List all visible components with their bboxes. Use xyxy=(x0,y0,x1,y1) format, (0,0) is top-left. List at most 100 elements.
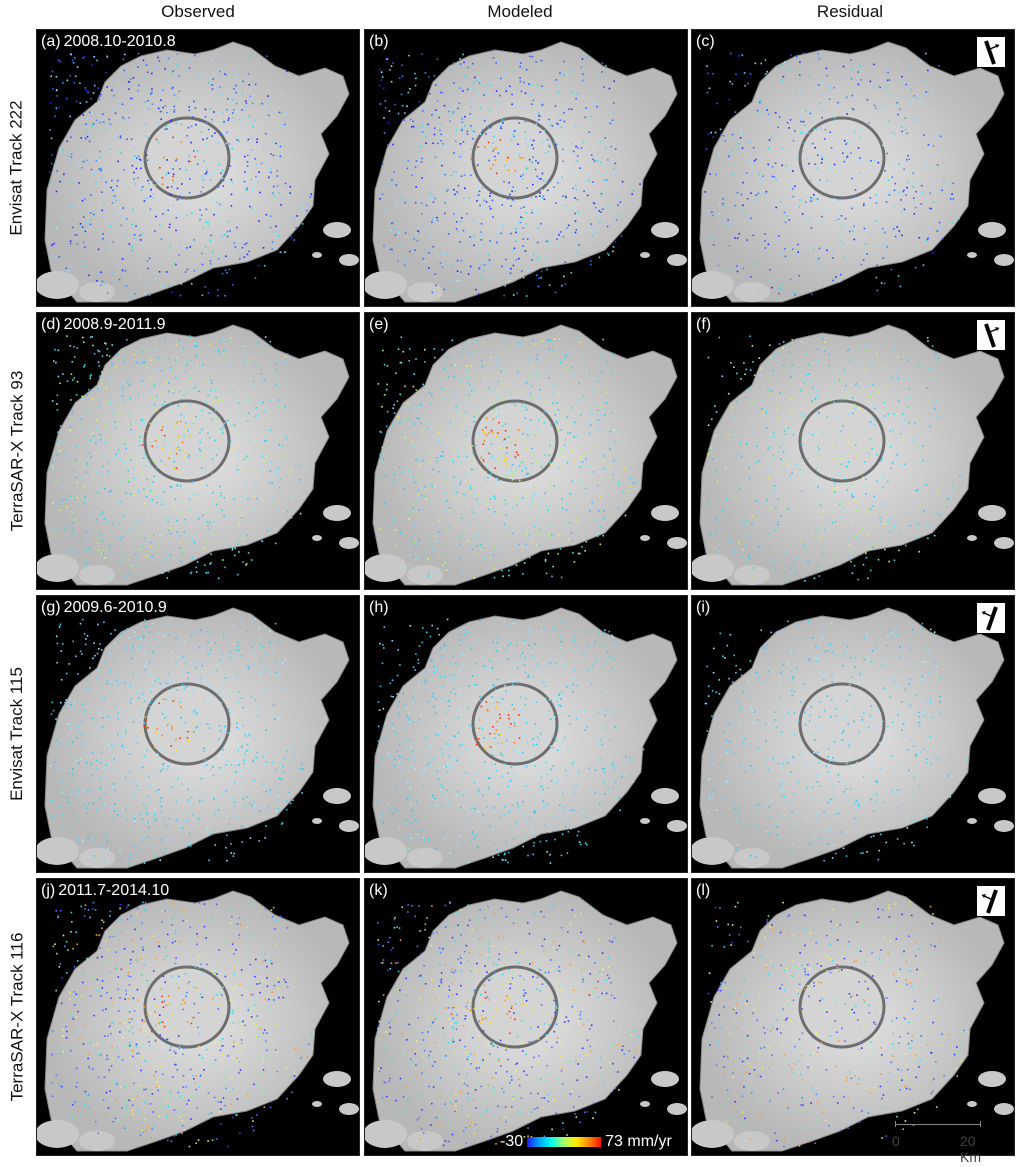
panel-letter: (e) xyxy=(369,316,389,333)
scale-bar-line xyxy=(895,1124,980,1125)
islet xyxy=(323,1071,351,1087)
scale-bar-start-label: 0 xyxy=(892,1133,900,1149)
islet xyxy=(692,554,734,582)
islet xyxy=(994,1103,1014,1115)
caldera-rim xyxy=(143,965,231,1049)
deformation-points xyxy=(707,335,961,582)
deformation-points xyxy=(377,618,645,864)
panel-b: (b) xyxy=(364,29,688,307)
islet xyxy=(667,254,687,266)
islet xyxy=(339,254,359,266)
islet xyxy=(640,252,650,258)
islet xyxy=(994,254,1014,266)
island-map xyxy=(365,890,687,1152)
panel-letter: (d) xyxy=(41,316,61,333)
islet xyxy=(978,222,1006,238)
islet xyxy=(667,537,687,549)
islet xyxy=(667,820,687,832)
island-map xyxy=(37,607,359,869)
islet xyxy=(79,848,115,868)
islet xyxy=(323,222,351,238)
panel-h: (h) xyxy=(364,595,688,873)
islet xyxy=(312,535,322,541)
caldera-rim xyxy=(798,116,886,200)
column-header-observed: Observed xyxy=(161,2,235,21)
islet xyxy=(339,820,359,832)
row-label-2: TerraSAR-X Track 93 xyxy=(7,370,27,532)
panel-a: (a) 2008.10-2010.8 xyxy=(36,29,360,307)
deformation-points xyxy=(50,901,312,1148)
scale-bar-tick xyxy=(980,1121,981,1127)
island-map xyxy=(692,41,1014,303)
panel-letter: (b) xyxy=(369,33,389,50)
islet xyxy=(312,252,322,258)
islet xyxy=(692,1120,734,1148)
islet xyxy=(79,565,115,585)
islet xyxy=(734,282,770,302)
row-label-4: TerraSAR-X Track 116 xyxy=(7,932,27,1102)
islet xyxy=(37,1120,79,1148)
row-label-1: Envisat Track 222 xyxy=(7,100,26,236)
caldera-rim xyxy=(143,399,231,483)
deformation-points xyxy=(377,901,640,1148)
islet xyxy=(651,505,679,521)
island-map xyxy=(37,41,359,303)
caldera-rim xyxy=(471,116,559,200)
islet xyxy=(692,271,734,299)
look-direction-icon xyxy=(976,602,1006,634)
colorbar-gradient xyxy=(527,1137,602,1147)
panel-date: 2008.10-2010.8 xyxy=(63,33,176,50)
panel-letter: (j) xyxy=(41,882,56,899)
islet xyxy=(365,271,407,299)
islet xyxy=(651,222,679,238)
islet xyxy=(978,788,1006,804)
island-map xyxy=(37,890,359,1152)
colorbar: -30 73 mm/yr xyxy=(500,1131,672,1153)
panel-g: (g) 2009.6-2010.9 xyxy=(36,595,360,873)
deformation-points xyxy=(378,52,641,297)
caldera-rim xyxy=(798,399,886,483)
islet xyxy=(651,788,679,804)
islet xyxy=(640,535,650,541)
colorbar-min-label: -30 xyxy=(500,1133,524,1150)
islet xyxy=(407,565,443,585)
islet xyxy=(640,1101,650,1107)
islet xyxy=(79,1131,115,1151)
islet xyxy=(79,282,115,302)
panel-letter: (l) xyxy=(696,882,711,899)
islet xyxy=(365,837,407,865)
panel-f: (f) xyxy=(691,312,1015,590)
islet xyxy=(734,1131,770,1151)
colorbar-max-label: 73 mm/yr xyxy=(605,1133,672,1150)
islet xyxy=(994,820,1014,832)
panel-date: 2009.6-2010.9 xyxy=(63,599,167,616)
panel-date: 2008.9-2011.9 xyxy=(63,316,166,333)
islet xyxy=(967,535,977,541)
island-map xyxy=(365,41,687,303)
island-map xyxy=(692,324,1014,586)
panel-d: (d) 2008.9-2011.9 xyxy=(36,312,360,590)
islet xyxy=(37,837,79,865)
islet xyxy=(967,252,977,258)
island-map xyxy=(365,607,687,869)
look-direction-icon xyxy=(976,885,1006,917)
panel-letter: (c) xyxy=(696,33,715,50)
panel-e: (e) xyxy=(364,312,688,590)
panel-letter: (k) xyxy=(369,882,388,899)
panel-k: (k) xyxy=(364,878,688,1156)
panel-letter: (h) xyxy=(369,599,389,616)
deformation-points xyxy=(707,901,969,1148)
islet xyxy=(734,565,770,585)
panel-letter: (f) xyxy=(696,316,712,333)
islet xyxy=(407,1131,443,1151)
panel-letter: (i) xyxy=(696,599,711,616)
panel-c: (c) xyxy=(691,29,1015,307)
deformation-points xyxy=(377,336,637,579)
look-direction-icon xyxy=(976,319,1006,351)
column-header-modeled: Modeled xyxy=(487,2,553,21)
panel-j: (j) 2011.7-2014.10 xyxy=(36,878,360,1156)
islet xyxy=(967,1101,977,1107)
islet xyxy=(365,554,407,582)
islet xyxy=(37,554,79,582)
panel-i: (i) xyxy=(691,595,1015,873)
